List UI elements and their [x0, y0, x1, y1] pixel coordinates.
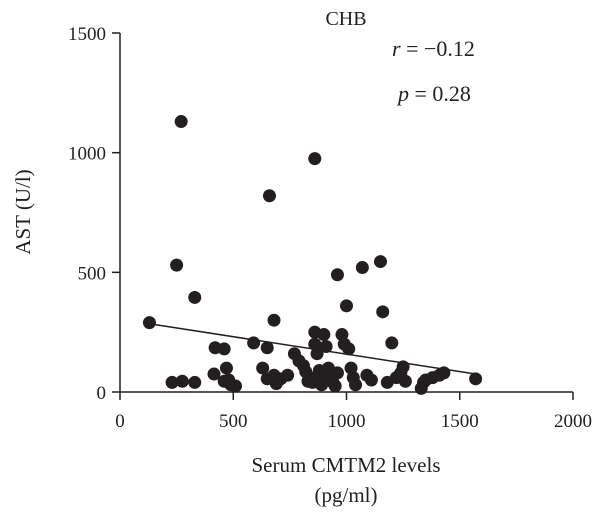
data-point: [219, 361, 233, 375]
x-tick-label: 500: [219, 411, 248, 432]
data-point: [256, 361, 270, 375]
x-axis-title: Serum CMTM2 levels: [252, 453, 441, 477]
data-point: [469, 372, 483, 386]
correlation-r: r = −0.12: [392, 36, 475, 61]
data-point: [340, 299, 353, 313]
data-point: [364, 373, 378, 387]
data-point: [188, 375, 202, 389]
data-point: [188, 290, 202, 304]
data-point: [319, 340, 333, 354]
data-point: [330, 366, 344, 380]
data-point: [330, 268, 344, 282]
y-axis-title: AST (U/l): [11, 169, 35, 254]
x-tick-label: 0: [115, 411, 125, 432]
data-point: [315, 371, 329, 385]
data-point: [142, 316, 156, 330]
data-point: [175, 374, 189, 388]
p-symbol: p: [396, 81, 409, 106]
y-tick-label: 500: [78, 263, 107, 284]
y-tick-label: 1500: [68, 24, 106, 45]
data-point: [349, 378, 363, 392]
data-point: [170, 258, 184, 272]
p-value: = 0.28: [409, 81, 471, 106]
x-tick-label: 1000: [328, 411, 366, 432]
data-point: [281, 368, 295, 382]
data-point: [174, 115, 188, 129]
r-symbol: r: [392, 36, 401, 61]
chart-title: CHB: [325, 8, 366, 30]
x-tick-label: 1500: [441, 411, 479, 432]
data-point: [373, 255, 387, 269]
data-point: [267, 313, 281, 327]
x-tick-label: 2000: [554, 411, 592, 432]
data-point: [376, 305, 390, 319]
data-point: [317, 328, 331, 342]
data-point: [328, 379, 342, 393]
data-point: [207, 367, 221, 381]
data-point: [260, 341, 274, 355]
data-point: [262, 189, 276, 203]
data-point: [247, 336, 261, 350]
data-points: [142, 115, 483, 395]
y-tick-label: 0: [97, 383, 107, 404]
r-value: = −0.12: [401, 36, 475, 61]
data-point: [229, 379, 243, 393]
data-point: [217, 342, 231, 356]
data-point: [310, 347, 324, 361]
y-tick-label: 1000: [68, 144, 106, 165]
data-point: [396, 360, 410, 374]
data-point: [398, 374, 412, 388]
data-point: [165, 375, 179, 389]
x-axis-unit: (pg/ml): [315, 483, 378, 507]
p-value-annotation: p = 0.28: [396, 81, 471, 106]
data-point: [308, 152, 322, 166]
data-point: [385, 336, 399, 350]
data-point: [437, 366, 451, 380]
data-point: [355, 261, 369, 275]
axis-ticks: 0 500 1000 1500 2000 0 500 1000 1500: [68, 24, 592, 432]
data-point: [342, 342, 356, 356]
